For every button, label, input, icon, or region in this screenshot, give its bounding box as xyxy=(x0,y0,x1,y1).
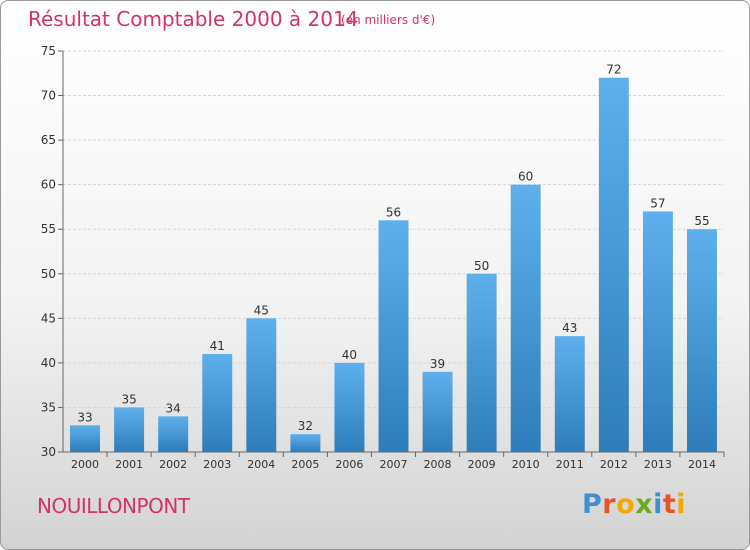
logo-letter: i xyxy=(676,489,687,520)
y-axis-ticks: 30 35 40 45 50 55 60 65 70 75 xyxy=(41,44,63,459)
chart-title: Résultat Comptable 2000 à 2014 xyxy=(28,7,359,31)
y-tick-label: 40 xyxy=(41,356,56,370)
bar-value-label: 33 xyxy=(77,410,92,424)
x-tick-label: 2005 xyxy=(291,458,319,471)
bar-value-label: 41 xyxy=(210,339,225,353)
bar-value-label: 60 xyxy=(518,170,533,184)
y-tick-label: 60 xyxy=(41,178,56,192)
bar xyxy=(598,77,629,452)
y-tick-label: 75 xyxy=(41,44,56,58)
y-tick-label: 45 xyxy=(41,311,56,325)
x-tick-label: 2014 xyxy=(688,458,716,471)
x-tick-label: 2001 xyxy=(115,458,143,471)
bar xyxy=(510,184,541,452)
x-axis-ticks: 2000 2001 2002 2003 2004 2005 2006 2007 2008 2009… xyxy=(71,452,725,471)
bar-value-label: 45 xyxy=(254,303,269,317)
bar xyxy=(686,229,717,452)
bar xyxy=(158,416,189,452)
bar-value-label: 57 xyxy=(650,196,665,210)
bar xyxy=(554,336,585,452)
logo-letter: r xyxy=(602,489,617,520)
y-tick-label: 30 xyxy=(41,445,56,459)
x-tick-label: 2008 xyxy=(424,458,452,471)
bar xyxy=(202,353,233,452)
bar-value-label: 40 xyxy=(342,348,357,362)
logo-letter: x xyxy=(635,489,654,520)
bar-value-label: 56 xyxy=(386,205,401,219)
bar xyxy=(378,220,409,452)
proxiti-logo[interactable]: Proxiti xyxy=(582,489,686,520)
bar-value-label: 32 xyxy=(298,419,313,433)
logo-letter: P xyxy=(582,489,603,520)
logo-letter: t xyxy=(662,489,677,520)
x-tick-label: 2012 xyxy=(600,458,628,471)
x-tick-label: 2011 xyxy=(556,458,584,471)
x-tick-label: 2002 xyxy=(159,458,187,471)
bar xyxy=(422,371,453,452)
x-tick-label: 2013 xyxy=(644,458,672,471)
x-tick-label: 2009 xyxy=(468,458,496,471)
y-tick-label: 50 xyxy=(41,267,56,281)
bar-value-label: 50 xyxy=(474,259,489,273)
logo-letter: i xyxy=(653,489,663,520)
y-tick-label: 65 xyxy=(41,133,56,147)
x-tick-label: 2010 xyxy=(512,458,540,471)
logo-letter: o xyxy=(616,489,636,520)
bar-value-label: 39 xyxy=(430,357,445,371)
y-tick-label: 70 xyxy=(41,89,56,103)
bar xyxy=(466,273,497,452)
y-tick-label: 55 xyxy=(41,222,56,236)
x-tick-label: 2004 xyxy=(247,458,275,471)
bar-value-label: 72 xyxy=(606,63,621,77)
x-tick-label: 2007 xyxy=(380,458,408,471)
bar-value-label: 43 xyxy=(562,321,577,335)
commune-name: NOUILLONPONT xyxy=(37,494,190,518)
bar-value-label: 34 xyxy=(166,401,181,415)
bar-value-label: 55 xyxy=(694,214,709,228)
bar-value-label: 35 xyxy=(121,392,136,406)
x-tick-label: 2003 xyxy=(203,458,231,471)
bar xyxy=(70,425,101,452)
bar xyxy=(290,434,321,452)
bar xyxy=(114,407,145,452)
chart-unit: (en milliers d'€) xyxy=(341,13,436,27)
bar xyxy=(246,318,277,452)
bars: 33 35 34 41 45 32 40 56 39 50 60 43 72 57 55 xyxy=(70,63,717,452)
x-tick-label: 2000 xyxy=(71,458,99,471)
bar xyxy=(334,362,365,452)
bar xyxy=(642,211,673,452)
x-tick-label: 2006 xyxy=(335,458,363,471)
y-tick-label: 35 xyxy=(41,400,56,414)
